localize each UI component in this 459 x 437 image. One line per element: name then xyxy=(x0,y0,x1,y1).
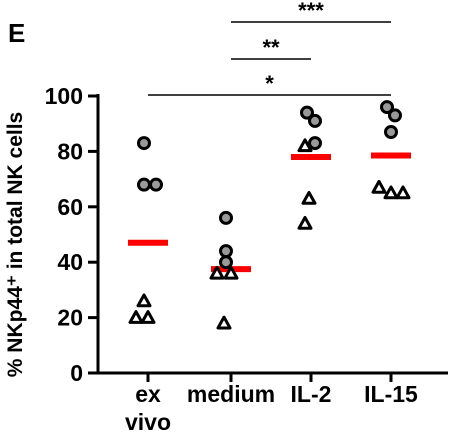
triangle-point xyxy=(395,185,411,200)
x-tick-label: IL-2 xyxy=(291,381,332,407)
circle-point xyxy=(219,244,233,259)
y-tick-label: 20 xyxy=(57,305,83,331)
triangle-point xyxy=(297,138,313,153)
triangle-point xyxy=(223,265,239,280)
triangle-point xyxy=(216,315,232,330)
y-tick-label: 80 xyxy=(57,138,83,164)
triangle-point xyxy=(140,310,156,324)
x-tick-label: medium xyxy=(187,381,275,407)
circle-point xyxy=(219,210,233,225)
x-tick-label: ex vivo xyxy=(125,381,171,435)
circle-point xyxy=(219,255,233,270)
circle-point xyxy=(380,100,394,115)
circle-point xyxy=(137,177,151,192)
triangle-point xyxy=(383,185,399,200)
triangle-point xyxy=(297,215,313,230)
y-tick-label: 40 xyxy=(57,249,83,275)
circle-point xyxy=(308,136,322,151)
circle-point xyxy=(384,125,398,140)
triangle-point xyxy=(128,310,144,324)
y-tick-label: 0 xyxy=(70,360,83,386)
circle-point xyxy=(149,177,163,192)
significance-label: ** xyxy=(262,35,280,60)
circle-point xyxy=(308,113,322,128)
triangle-point xyxy=(209,265,225,280)
y-tick-label: 100 xyxy=(45,83,83,109)
y-axis-label: % NKp44⁺ in total NK cells xyxy=(4,112,27,377)
triangle-point xyxy=(371,179,387,194)
circle-point xyxy=(137,136,151,151)
panel-label: E xyxy=(8,18,25,48)
y-tick-label: 60 xyxy=(57,194,83,220)
triangle-point xyxy=(301,190,317,205)
triangle-point xyxy=(136,293,152,308)
x-tick-label: IL-15 xyxy=(364,381,418,407)
significance-label: *** xyxy=(298,0,324,23)
circle-point xyxy=(388,108,402,123)
significance-label: * xyxy=(265,71,274,96)
circle-point xyxy=(300,105,314,120)
